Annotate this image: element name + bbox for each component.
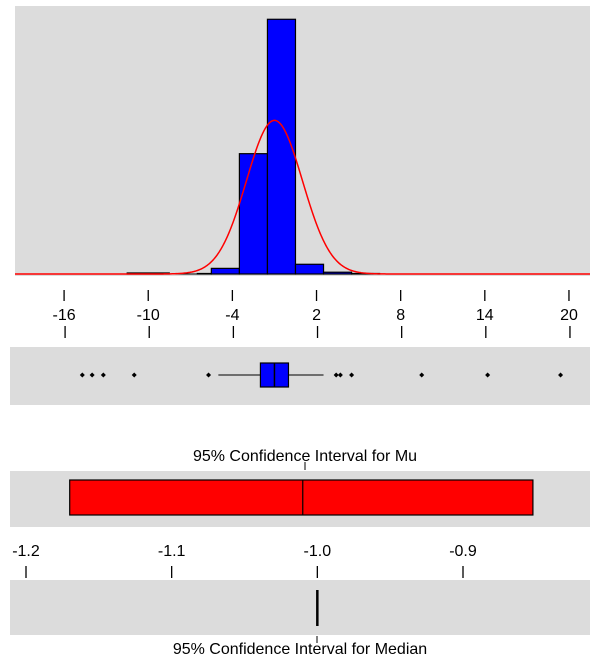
boxplot-outlier: [206, 372, 212, 378]
boxplot-background: [10, 347, 590, 405]
histogram-bar: [196, 272, 212, 275]
histogram-bar: [238, 153, 269, 275]
histogram-bars: [15, 18, 590, 275]
boxplot-outlier: [333, 372, 339, 378]
histogram-tick-label: -4: [225, 307, 239, 324]
normal-curve: [15, 119, 590, 275]
histogram-bar: [210, 267, 240, 275]
boxplot-outlier: [337, 372, 343, 378]
median-ci-background: [10, 580, 590, 635]
ci-tick-label: -1.2: [12, 543, 40, 560]
median-ci-title: 95% Confidence Interval for Median: [173, 641, 427, 658]
histogram-bar: [322, 271, 353, 275]
histogram-tick-label: -10: [137, 307, 160, 324]
boxplot-panel: [10, 347, 590, 405]
boxplot: [79, 362, 564, 388]
histogram-panel: [15, 6, 590, 276]
ci-tick-label: -1.0: [304, 543, 332, 560]
histogram-x-axis: -16 -10 -4 2 8 14 20: [53, 290, 578, 338]
boxplot-outlier: [89, 372, 95, 378]
boxplot-outlier: [79, 372, 85, 378]
histogram-tick-label: 2: [312, 307, 321, 324]
histogram-tick-label: 20: [560, 307, 578, 324]
mu-ci-interval: [69, 479, 534, 516]
ci-x-axis: -1.2 -1.1 -1.0 -0.9: [12, 543, 477, 578]
histogram-tick-label: 14: [476, 307, 494, 324]
median-ci-panel: [10, 580, 590, 635]
histogram-tick-label: 8: [396, 307, 405, 324]
histogram-tick-label: -16: [53, 307, 76, 324]
boxplot-outlier: [100, 372, 106, 378]
ci-tick-label: -1.1: [158, 543, 186, 560]
histogram-background: [15, 6, 590, 276]
boxplot-outlier: [131, 372, 137, 378]
boxplot-outlier: [485, 372, 491, 378]
mu-ci-bar: [69, 479, 534, 516]
histogram-bar: [266, 18, 297, 275]
ci-tick-label: -0.9: [449, 543, 477, 560]
mu-ci-title: 95% Confidence Interval for Mu: [193, 448, 417, 465]
boxplot-outlier: [419, 372, 425, 378]
mu-ci-panel: [10, 471, 590, 527]
histogram-bar: [294, 263, 325, 275]
boxplot-outlier: [349, 372, 355, 378]
boxplot-outlier: [558, 372, 564, 378]
